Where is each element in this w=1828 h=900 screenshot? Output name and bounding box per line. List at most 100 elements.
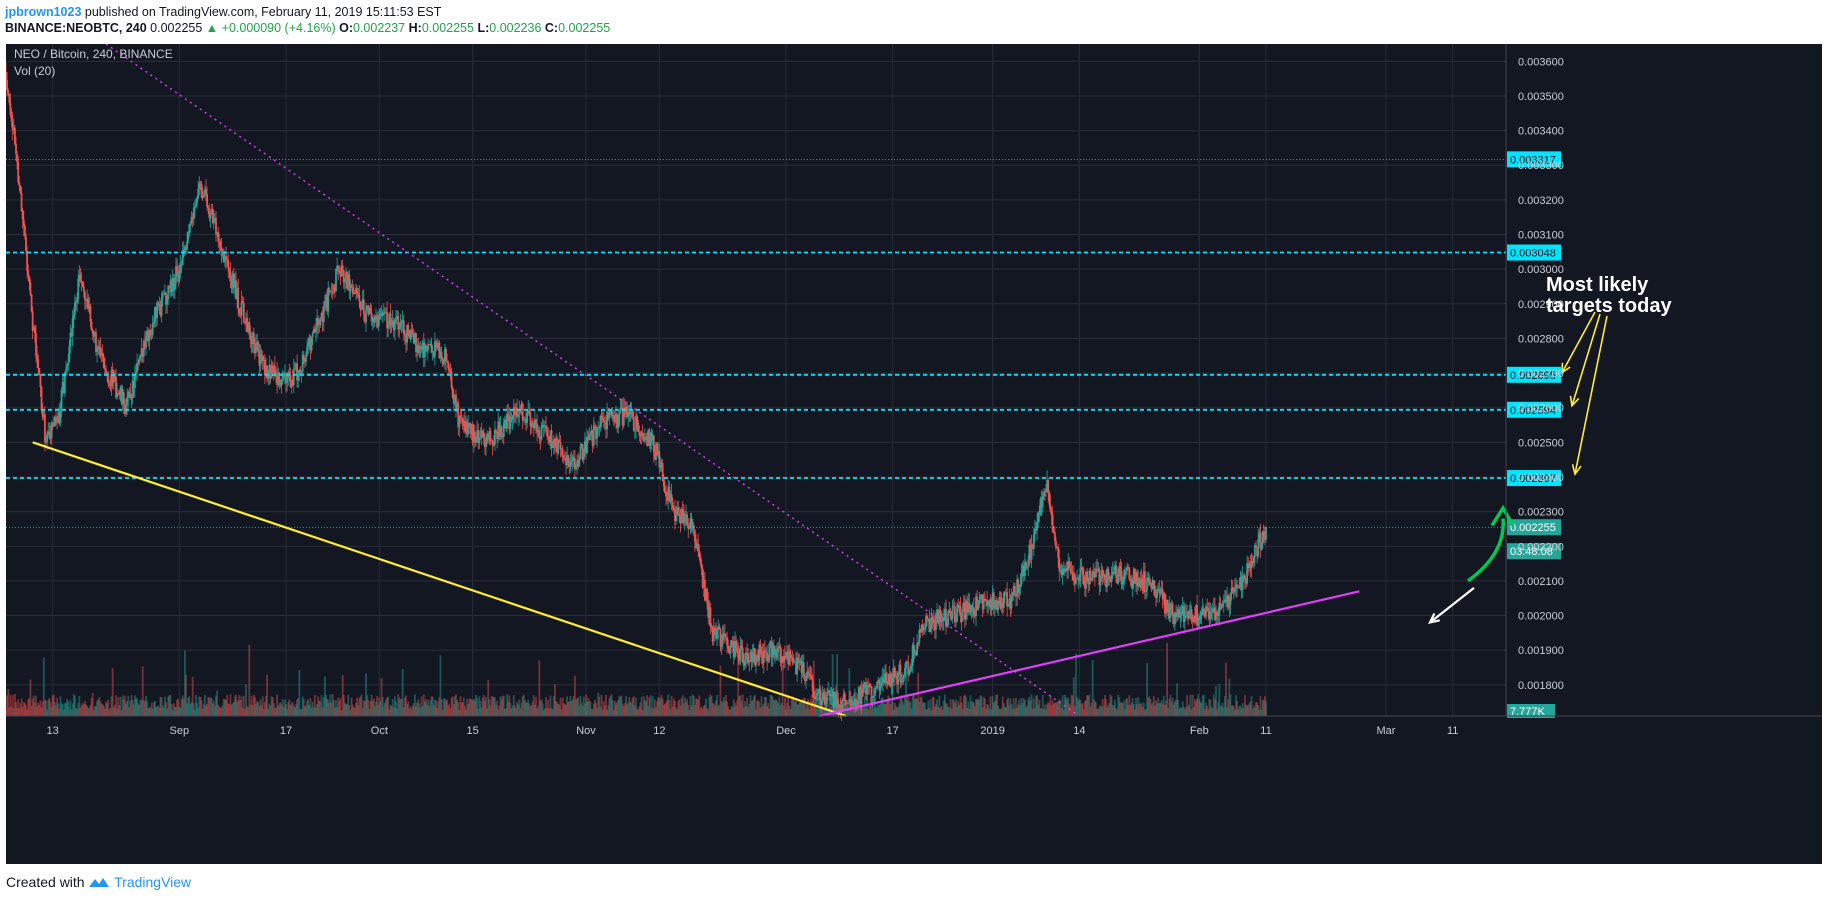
- candle-body: [887, 683, 890, 686]
- candle-body: [393, 324, 396, 331]
- volume-bar: [1229, 694, 1232, 716]
- candle-body: [1252, 557, 1255, 564]
- time-tick-label: Dec: [776, 725, 796, 737]
- volume-bar: [1105, 698, 1107, 716]
- tradingview-link[interactable]: TradingView: [114, 874, 192, 890]
- candle-body: [1185, 611, 1187, 613]
- candle-body: [262, 359, 265, 361]
- candle-body: [27, 270, 30, 277]
- green-up-arrow: [1466, 518, 1505, 583]
- candle-body: [459, 415, 462, 419]
- candle-body: [587, 437, 590, 440]
- volume-bar: [408, 708, 411, 716]
- volume-bar: [93, 706, 96, 716]
- candle-body: [657, 451, 660, 456]
- volume-bar: [721, 702, 724, 716]
- volume-bar: [117, 697, 120, 716]
- volume-bar: [388, 709, 391, 716]
- chart-panel[interactable]: 0.003317 0.003048 0.002695 0.002594 0.002397…: [5, 43, 1822, 864]
- volume-bar: [389, 704, 392, 716]
- volume-bar: [530, 705, 533, 716]
- candle-body: [392, 320, 395, 331]
- candle-body: [606, 411, 609, 430]
- candle-body: [351, 286, 354, 294]
- volume-bar: [766, 706, 769, 716]
- candlesticks: [5, 63, 1267, 722]
- candle-body: [507, 413, 510, 416]
- volume-bar: [861, 704, 864, 716]
- author-link[interactable]: jpbrown1023: [5, 5, 82, 19]
- volume-bar: [427, 699, 430, 716]
- price-chart[interactable]: 0.0033170.0030480.0026950.0025940.002397…: [5, 43, 1822, 864]
- volume-bar: [401, 668, 404, 716]
- volume-bar: [1222, 707, 1225, 716]
- volume-bar: [153, 700, 156, 716]
- candle-body: [1027, 560, 1030, 568]
- candle-body: [122, 392, 125, 405]
- volume-bar: [257, 702, 260, 716]
- volume-bar: [1171, 697, 1174, 716]
- candle-body: [45, 441, 47, 443]
- candle-body: [956, 604, 959, 622]
- candle-body: [952, 605, 955, 608]
- volume-bar: [602, 701, 605, 716]
- candle-body: [175, 266, 177, 283]
- volume-bar: [420, 696, 423, 716]
- price-axis[interactable]: 0.0036000.0035000.0034000.0033000.003200…: [1505, 44, 1564, 718]
- volume-bar: [1128, 695, 1131, 716]
- candle-body: [658, 451, 661, 468]
- candle-body: [770, 640, 773, 658]
- candle-body: [318, 324, 321, 325]
- candle-body: [467, 423, 470, 435]
- volume-bar: [449, 708, 452, 716]
- candle-body: [936, 609, 939, 614]
- volume-bar: [763, 696, 766, 716]
- volume-bar: [137, 703, 140, 716]
- candle-body: [572, 456, 575, 459]
- candle-body: [1166, 599, 1169, 613]
- candle-body: [330, 291, 333, 293]
- volume-bar: [9, 695, 12, 716]
- volume-bar: [836, 654, 839, 716]
- candle-body: [296, 363, 299, 381]
- time-axis[interactable]: 13 Sep 17 Oct 15 Nov 12 Dec 17 2019 14 Feb 11 Mar 11: [6, 715, 1822, 737]
- candle-body: [987, 604, 990, 606]
- candle-body: [473, 431, 476, 443]
- volume-bar: [1058, 699, 1061, 716]
- candle-body: [386, 311, 389, 329]
- volume-bar: [1243, 695, 1246, 716]
- volume-bar: [1071, 695, 1074, 716]
- volume-bar: [580, 702, 583, 716]
- candle-body: [230, 277, 233, 289]
- candle-body: [311, 333, 314, 337]
- volume-bar: [882, 703, 885, 716]
- candle-body: [860, 688, 863, 704]
- volume-bar: [952, 700, 955, 716]
- candle-body: [1043, 492, 1046, 494]
- candle-body: [155, 307, 157, 319]
- volume-bar: [610, 694, 613, 716]
- candle-body: [819, 688, 822, 705]
- volume-bar: [1201, 695, 1204, 716]
- candle-body: [621, 408, 624, 426]
- volume-bar: [1095, 702, 1097, 716]
- candle-body: [1091, 571, 1094, 581]
- volume-bar: [1087, 696, 1090, 716]
- candle-body: [835, 692, 837, 708]
- candle-body: [139, 356, 142, 359]
- candle-body: [565, 459, 567, 465]
- candle-body: [257, 341, 260, 351]
- candle-body: [182, 249, 185, 254]
- candle-body: [945, 609, 947, 627]
- candle-body: [548, 437, 551, 443]
- volume-bar: [918, 701, 921, 716]
- candle-body: [256, 341, 259, 344]
- volume-bar: [41, 701, 44, 716]
- volume-bar: [618, 695, 621, 716]
- volume-bar: [1210, 706, 1213, 716]
- candle-body: [358, 294, 361, 302]
- volume-bar: [681, 695, 684, 716]
- candle-body: [778, 646, 781, 648]
- candle-body: [479, 437, 482, 439]
- volume-bar: [590, 708, 593, 716]
